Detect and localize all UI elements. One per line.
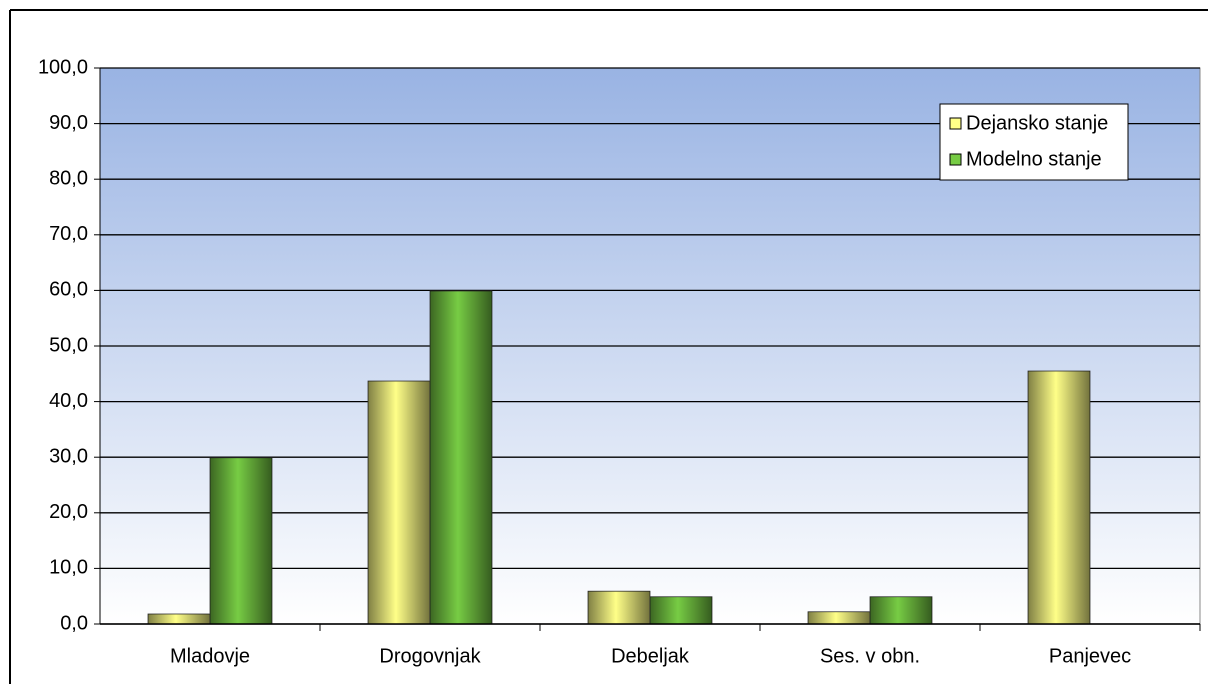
x-tick-label: Debeljak <box>611 645 690 667</box>
y-tick-label: 30,0 <box>49 445 88 467</box>
bar-shade <box>210 457 272 624</box>
bar-shade <box>368 381 430 624</box>
bar-shade <box>1028 371 1090 624</box>
legend-swatch <box>949 153 962 166</box>
y-tick-label: 10,0 <box>49 557 88 579</box>
y-tick-label: 80,0 <box>49 167 88 189</box>
y-tick-label: 20,0 <box>49 501 88 523</box>
x-tick-label: Panjevec <box>1049 645 1131 667</box>
bar-shade <box>870 596 932 624</box>
y-tick-label: 40,0 <box>49 390 88 412</box>
legend-label: Dejansko stanje <box>966 112 1108 134</box>
bar-shade <box>808 611 870 624</box>
y-tick-label: 50,0 <box>49 334 88 356</box>
y-tick-label: 60,0 <box>49 279 88 301</box>
y-tick-label: 70,0 <box>49 223 88 245</box>
y-tick-label: 100,0 <box>38 56 88 78</box>
legend-label: Modelno stanje <box>966 148 1102 170</box>
bar-shade <box>650 596 712 624</box>
legend-swatch <box>949 117 962 130</box>
x-tick-label: Drogovnjak <box>379 645 481 667</box>
x-tick-label: Mladovje <box>170 645 250 667</box>
y-tick-label: 90,0 <box>49 112 88 134</box>
bar-shade <box>148 613 210 624</box>
y-tick-label: 0,0 <box>60 612 88 634</box>
bar-shade <box>430 290 492 624</box>
legend-box <box>939 103 1129 181</box>
bar-shade <box>588 591 650 624</box>
x-tick-label: Ses. v obn. <box>820 645 920 667</box>
